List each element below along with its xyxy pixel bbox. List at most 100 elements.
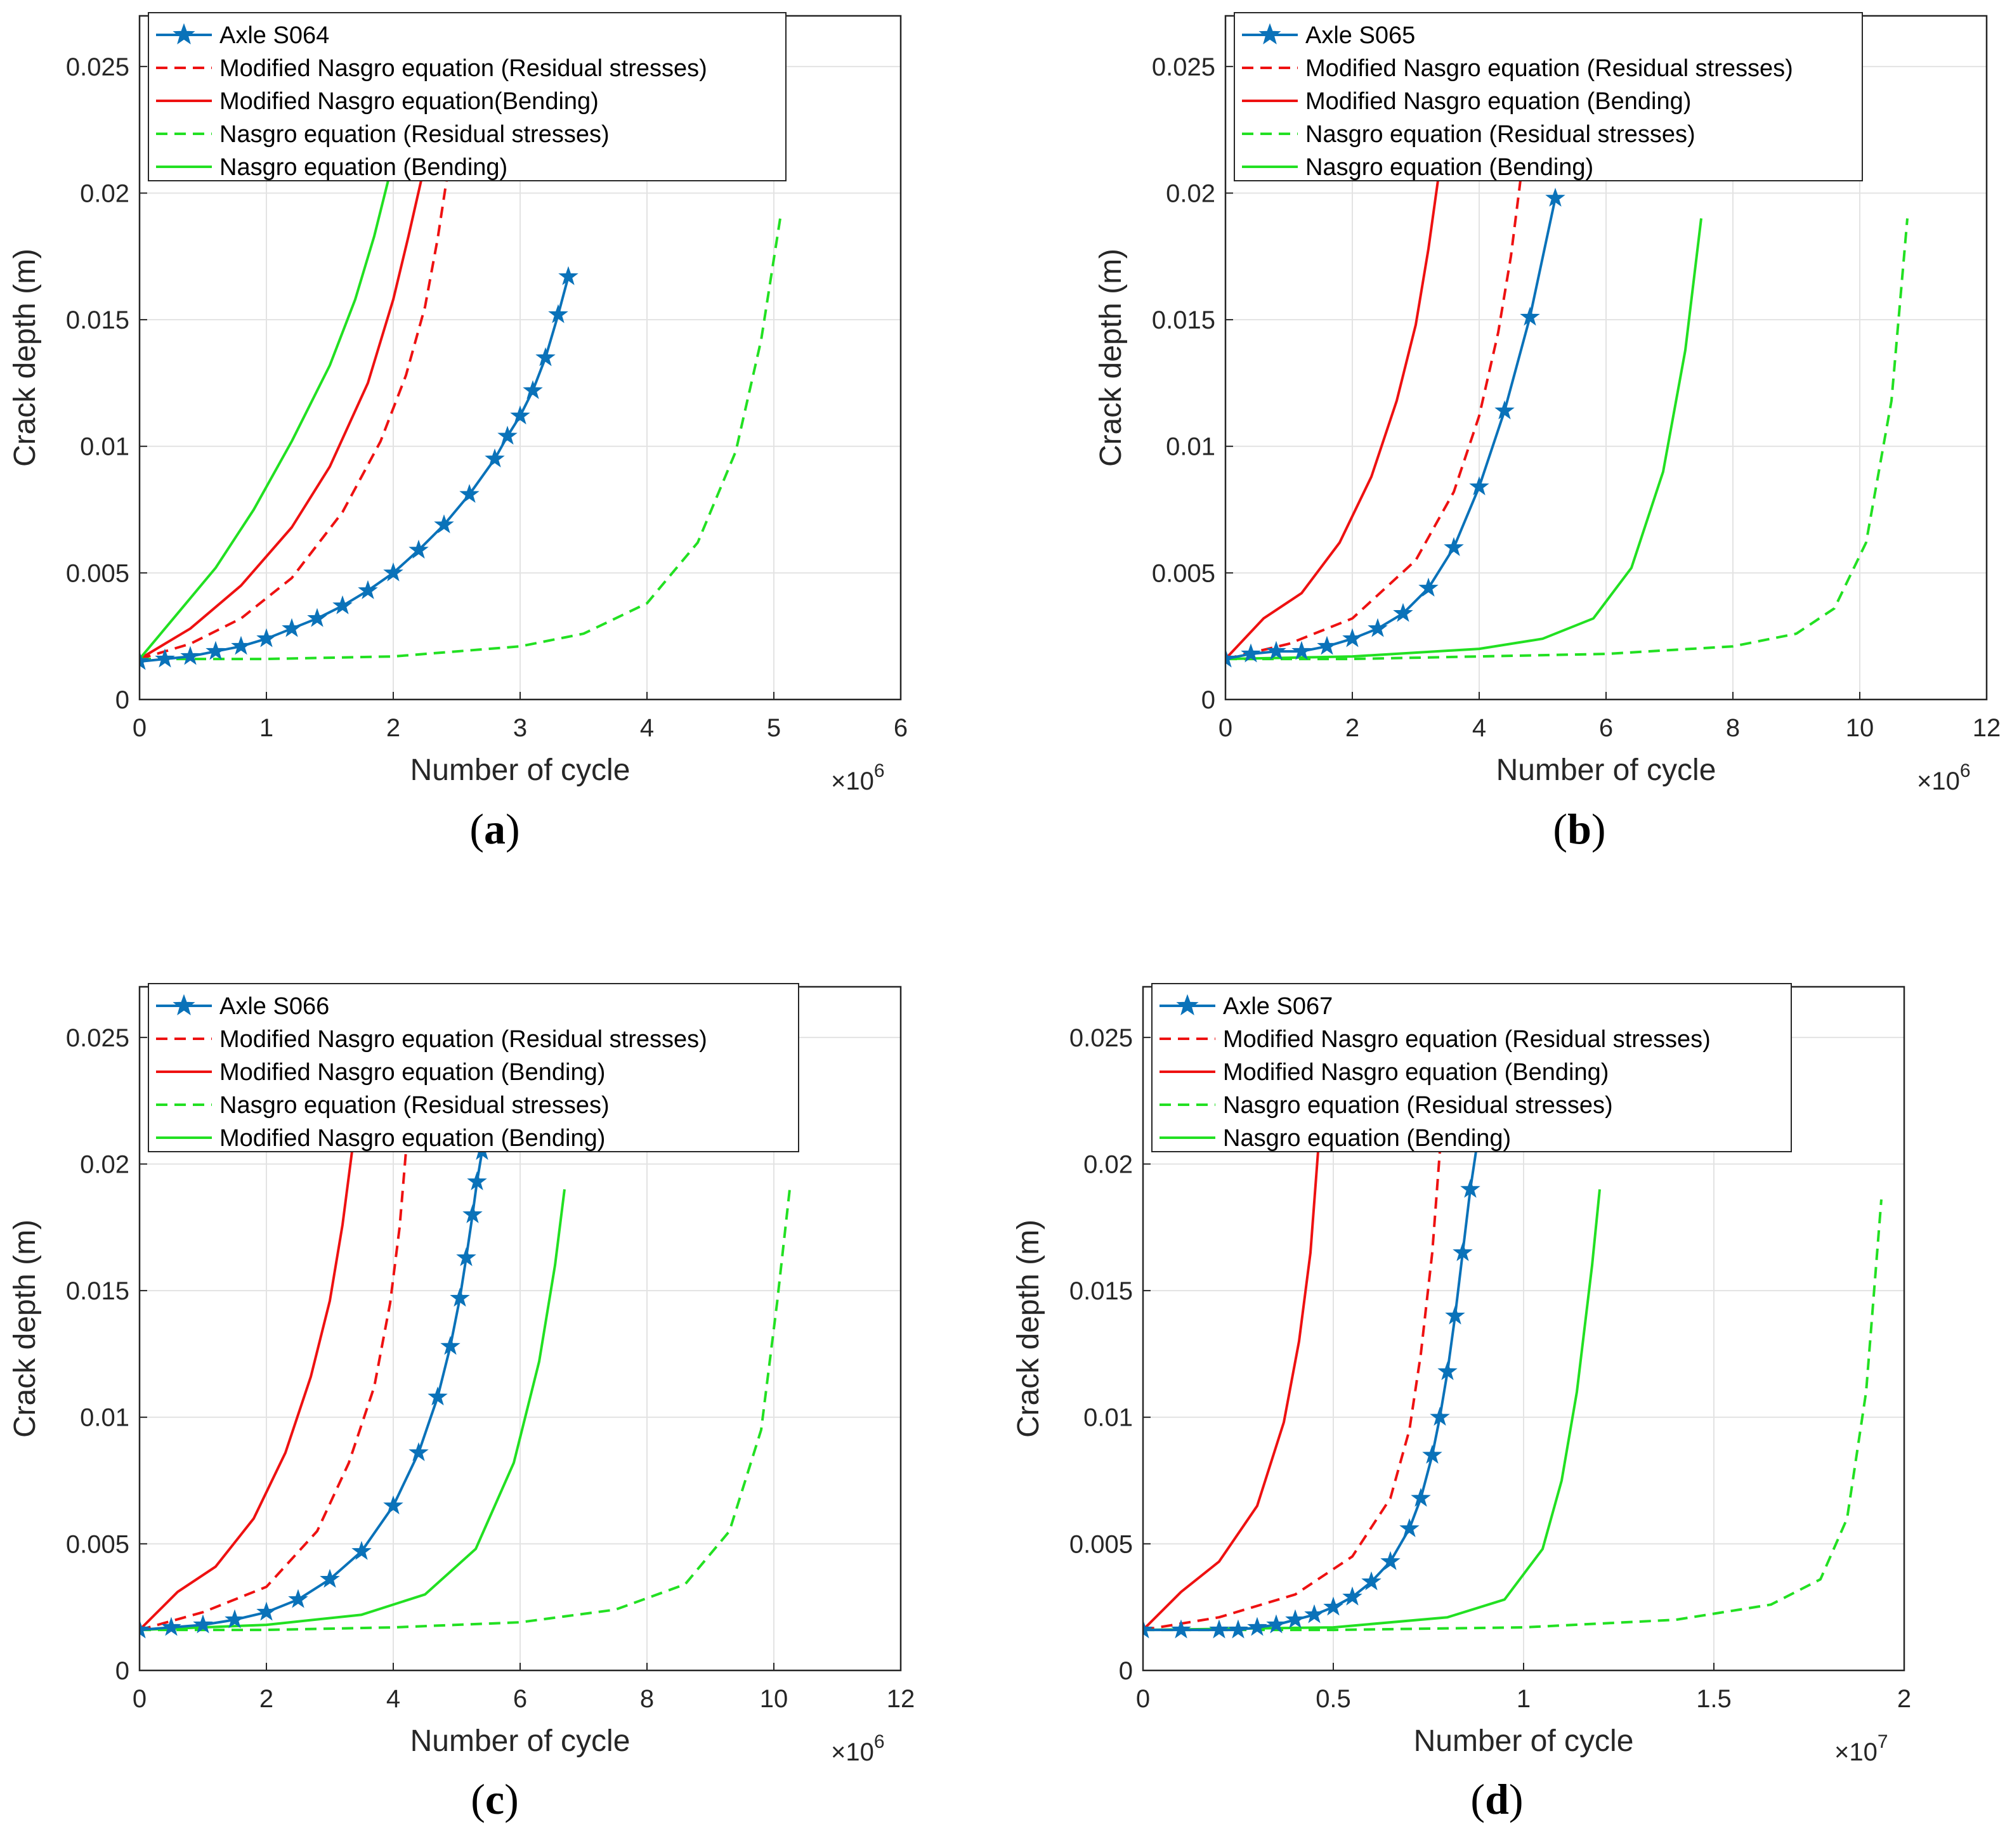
x-tick-label: 0 bbox=[1218, 714, 1232, 742]
data-point-marker bbox=[1494, 400, 1515, 420]
data-point-marker bbox=[1317, 635, 1337, 655]
series-line-3 bbox=[1225, 180, 1439, 660]
data-point-marker bbox=[459, 484, 480, 503]
data-point-marker bbox=[383, 1495, 403, 1514]
x-tick-label: 8 bbox=[640, 1685, 654, 1713]
x-axis-title: Number of cycle bbox=[410, 1724, 630, 1758]
panel-label: (d) bbox=[1470, 1775, 1523, 1823]
data-point-marker bbox=[1444, 537, 1464, 556]
data-point-marker bbox=[1411, 1487, 1431, 1507]
legend-star-marker bbox=[1258, 23, 1281, 44]
data-point-marker bbox=[1285, 1609, 1305, 1629]
y-tick-label: 0.005 bbox=[66, 1530, 129, 1558]
data-point-marker bbox=[1247, 1617, 1267, 1636]
y-tick-label: 0.015 bbox=[66, 1277, 129, 1305]
chart-panel-b: 0 2 4 6 8 10 12 0 0.005 0.01 0.015 0.02 0.025 Number … bbox=[1094, 12, 2001, 795]
data-point-marker bbox=[282, 618, 302, 637]
data-point-marker bbox=[1171, 1619, 1191, 1639]
x-tick-label: 6 bbox=[1599, 714, 1613, 742]
series-line-3 bbox=[140, 1151, 353, 1631]
y-tick-label: 0.025 bbox=[66, 1024, 129, 1052]
chart-panel-c: 0 2 4 6 8 10 12 0 0.005 0.01 0.015 0.02 0.025 Number … bbox=[8, 983, 915, 1766]
x-exponent-multiplier: ×107 bbox=[1834, 1731, 1888, 1766]
series-line-3 bbox=[140, 180, 422, 660]
data-point-marker bbox=[558, 266, 578, 285]
legend-star-marker bbox=[1176, 994, 1199, 1015]
legend: Axle S066 Modified Nasgro equation (Resid… bbox=[148, 983, 799, 1152]
x-tick-label: 1 bbox=[259, 714, 273, 742]
data-point-marker bbox=[1418, 577, 1439, 597]
x-tick-label: 0.5 bbox=[1316, 1685, 1351, 1713]
data-point-marker bbox=[1545, 187, 1565, 207]
panel-label: (c) bbox=[471, 1775, 519, 1823]
data-point-marker bbox=[1241, 643, 1261, 663]
y-axis-title: Crack depth (m) bbox=[1094, 249, 1128, 467]
y-tick-label: 0.01 bbox=[80, 433, 129, 461]
x-tick-label: 4 bbox=[640, 714, 654, 742]
data-point-marker bbox=[320, 1568, 340, 1588]
legend-star-marker bbox=[173, 994, 195, 1015]
data-point-marker bbox=[161, 1617, 181, 1636]
data-point-marker bbox=[497, 426, 518, 445]
series-group bbox=[140, 180, 781, 670]
x-tick-label: 2 bbox=[1345, 714, 1359, 742]
y-axis-title: Crack depth (m) bbox=[8, 249, 42, 467]
y-tick-label: 0.005 bbox=[1069, 1530, 1133, 1558]
y-tick-label: 0.025 bbox=[1152, 53, 1215, 81]
data-point-marker bbox=[140, 1619, 150, 1639]
y-tick-label: 0.01 bbox=[80, 1404, 129, 1432]
series-group bbox=[1225, 180, 1909, 668]
data-point-marker bbox=[351, 1540, 372, 1560]
x-exponent-multiplier: ×106 bbox=[831, 760, 885, 795]
x-tick-label: 3 bbox=[513, 714, 527, 742]
legend-entry-label: Nasgro equation (Bending) bbox=[1305, 154, 1593, 181]
data-point-marker bbox=[434, 514, 454, 533]
legend-box bbox=[148, 983, 799, 1152]
y-tick-label: 0.005 bbox=[1152, 559, 1215, 587]
data-point-marker bbox=[1266, 1614, 1286, 1634]
legend-star-marker bbox=[173, 23, 195, 44]
data-point-marker bbox=[1430, 1407, 1450, 1426]
data-point-marker bbox=[1445, 1305, 1465, 1325]
y-axis-title: Crack depth (m) bbox=[8, 1220, 42, 1438]
legend-entry-label: Nasgro equation (Residual stresses) bbox=[219, 121, 610, 148]
y-tick-label: 0.025 bbox=[1069, 1024, 1133, 1052]
data-point-marker bbox=[193, 1614, 213, 1634]
legend: Axle S065 Modified Nasgro equation (Resid… bbox=[1234, 12, 1863, 181]
series-line-4 bbox=[140, 218, 781, 661]
x-tick-label: 2 bbox=[259, 1685, 273, 1713]
legend-entry-label: Axle S067 bbox=[1223, 993, 1333, 1020]
x-tick-label: 12 bbox=[887, 1685, 915, 1713]
series-group bbox=[1143, 987, 1883, 1639]
data-point-marker bbox=[1225, 648, 1236, 668]
y-tick-label: 0.005 bbox=[66, 559, 129, 587]
data-point-marker bbox=[1520, 306, 1540, 326]
legend-entry-label: Modified Nasgro equation (Residual stres… bbox=[1305, 55, 1793, 82]
legend-box bbox=[1234, 12, 1863, 181]
x-exponent-multiplier: ×106 bbox=[831, 1731, 885, 1766]
data-point-marker bbox=[535, 347, 556, 367]
data-point-marker bbox=[1437, 1361, 1458, 1381]
y-tick-label: 0 bbox=[115, 686, 129, 714]
data-point-marker bbox=[206, 641, 226, 660]
legend-entry-label: Nasgro equation (Residual stresses) bbox=[219, 1092, 610, 1119]
y-tick-label: 0 bbox=[1201, 686, 1215, 714]
data-point-marker bbox=[467, 1171, 487, 1190]
legend-entry-label: Axle S066 bbox=[219, 993, 329, 1020]
chart-panel-d: 0 0.5 1 1.5 2 0 0.005 0.01 0.015 0.02 0.025 Number … bbox=[1012, 983, 1911, 1766]
data-point-marker bbox=[1469, 476, 1489, 496]
series-line-5 bbox=[140, 1189, 566, 1632]
legend: Axle S067 Modified Nasgro equation (Resid… bbox=[1151, 983, 1792, 1152]
y-tick-label: 0.01 bbox=[1166, 433, 1215, 461]
x-tick-label: 4 bbox=[1472, 714, 1486, 742]
data-point-marker bbox=[1399, 1518, 1420, 1537]
data-point-marker bbox=[440, 1336, 461, 1355]
x-tick-label: 0 bbox=[133, 1685, 147, 1713]
y-tick-label: 0.02 bbox=[1166, 179, 1215, 207]
legend-box bbox=[148, 12, 787, 181]
y-tick-label: 0.01 bbox=[1083, 1404, 1133, 1432]
data-point-marker bbox=[523, 380, 543, 400]
legend-box bbox=[1151, 983, 1792, 1152]
x-tick-label: 12 bbox=[1973, 714, 2001, 742]
data-point-marker bbox=[288, 1589, 308, 1608]
